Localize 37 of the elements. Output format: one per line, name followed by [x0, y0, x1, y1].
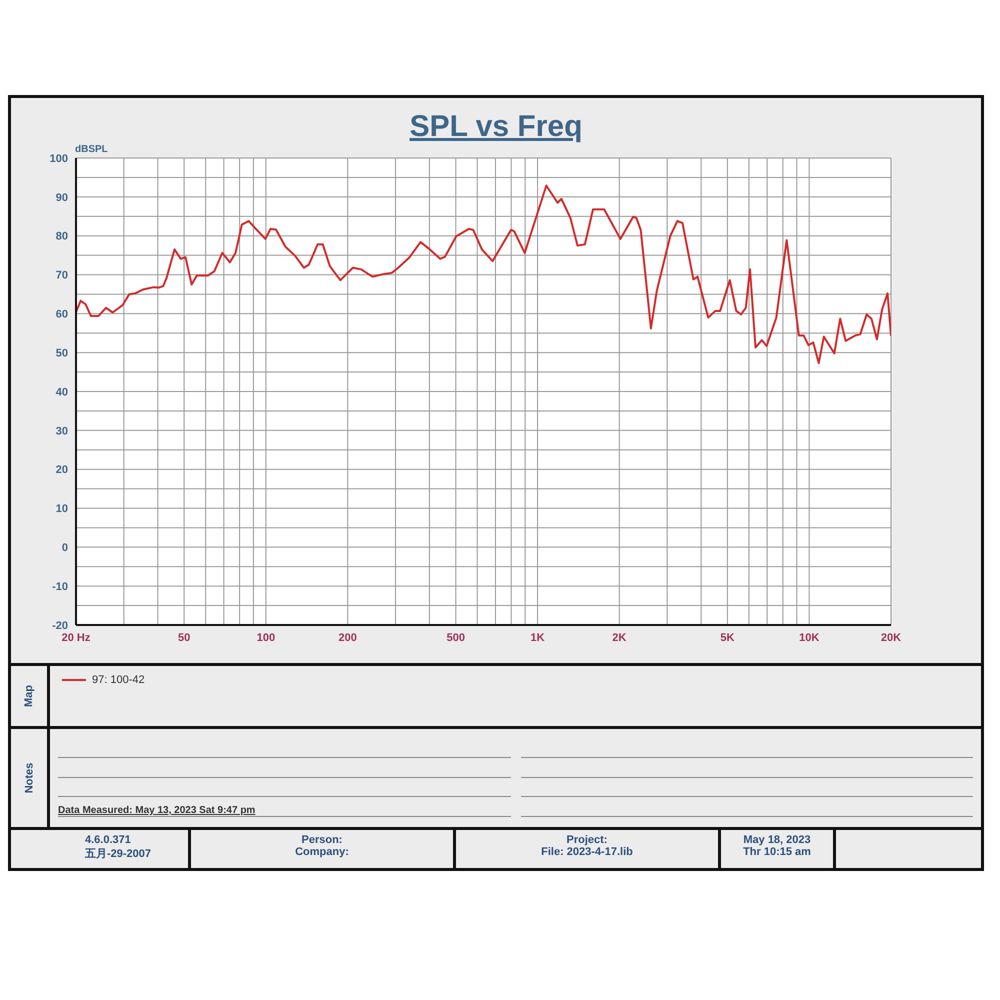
- x-tick-label: 20K: [880, 632, 902, 644]
- text: 4.6.0.371: [85, 834, 132, 846]
- legend-label: 97: 100-42: [92, 674, 145, 686]
- text: Thr 10:15 am: [742, 846, 812, 858]
- y-tick-label: 10: [56, 503, 68, 516]
- x-tick-label: 20 Hz: [62, 632, 91, 644]
- y-tick-label: 20: [56, 464, 68, 476]
- x-tick-label: 2K: [612, 632, 626, 644]
- y-tick-label: 0: [62, 542, 68, 554]
- y-tick-label: 90: [56, 192, 68, 204]
- y-tick-label: -20: [52, 620, 68, 632]
- text: Map: [23, 685, 35, 707]
- x-tick-label: 500: [446, 632, 465, 644]
- text: 五月-29-2007: [85, 847, 152, 861]
- x-tick-label: 10K: [799, 632, 820, 644]
- text: Person:: [300, 834, 344, 846]
- x-tick-label: 5K: [720, 632, 735, 644]
- y-tick-label: 40: [56, 386, 68, 398]
- text: May 18, 2023: [742, 834, 812, 846]
- text: File: 2023-4-17.lib: [540, 846, 634, 858]
- y-tick-label: 60: [56, 308, 68, 321]
- y-tick-label: 100: [50, 152, 68, 165]
- x-tick-label: 200: [338, 632, 357, 644]
- chart-title: SPL vs Freq: [408, 109, 584, 144]
- x-tick-label: 100: [256, 632, 276, 644]
- text: Data Measured: May 13, 2023 Sat 9:47 pm: [58, 804, 256, 816]
- text: Notes: [23, 762, 35, 794]
- y-tick-label: -10: [52, 580, 68, 593]
- y-tick-label: 50: [56, 347, 68, 360]
- text: Project:: [566, 834, 608, 846]
- y-axis-title: dBSPL: [75, 144, 108, 155]
- y-tick-label: 80: [56, 230, 68, 243]
- x-tick-label: 50: [178, 632, 190, 644]
- x-tick-label: 1K: [530, 632, 545, 644]
- text: Company:: [294, 846, 350, 858]
- y-tick-label: 30: [56, 425, 68, 438]
- y-tick-label: 70: [56, 270, 68, 282]
